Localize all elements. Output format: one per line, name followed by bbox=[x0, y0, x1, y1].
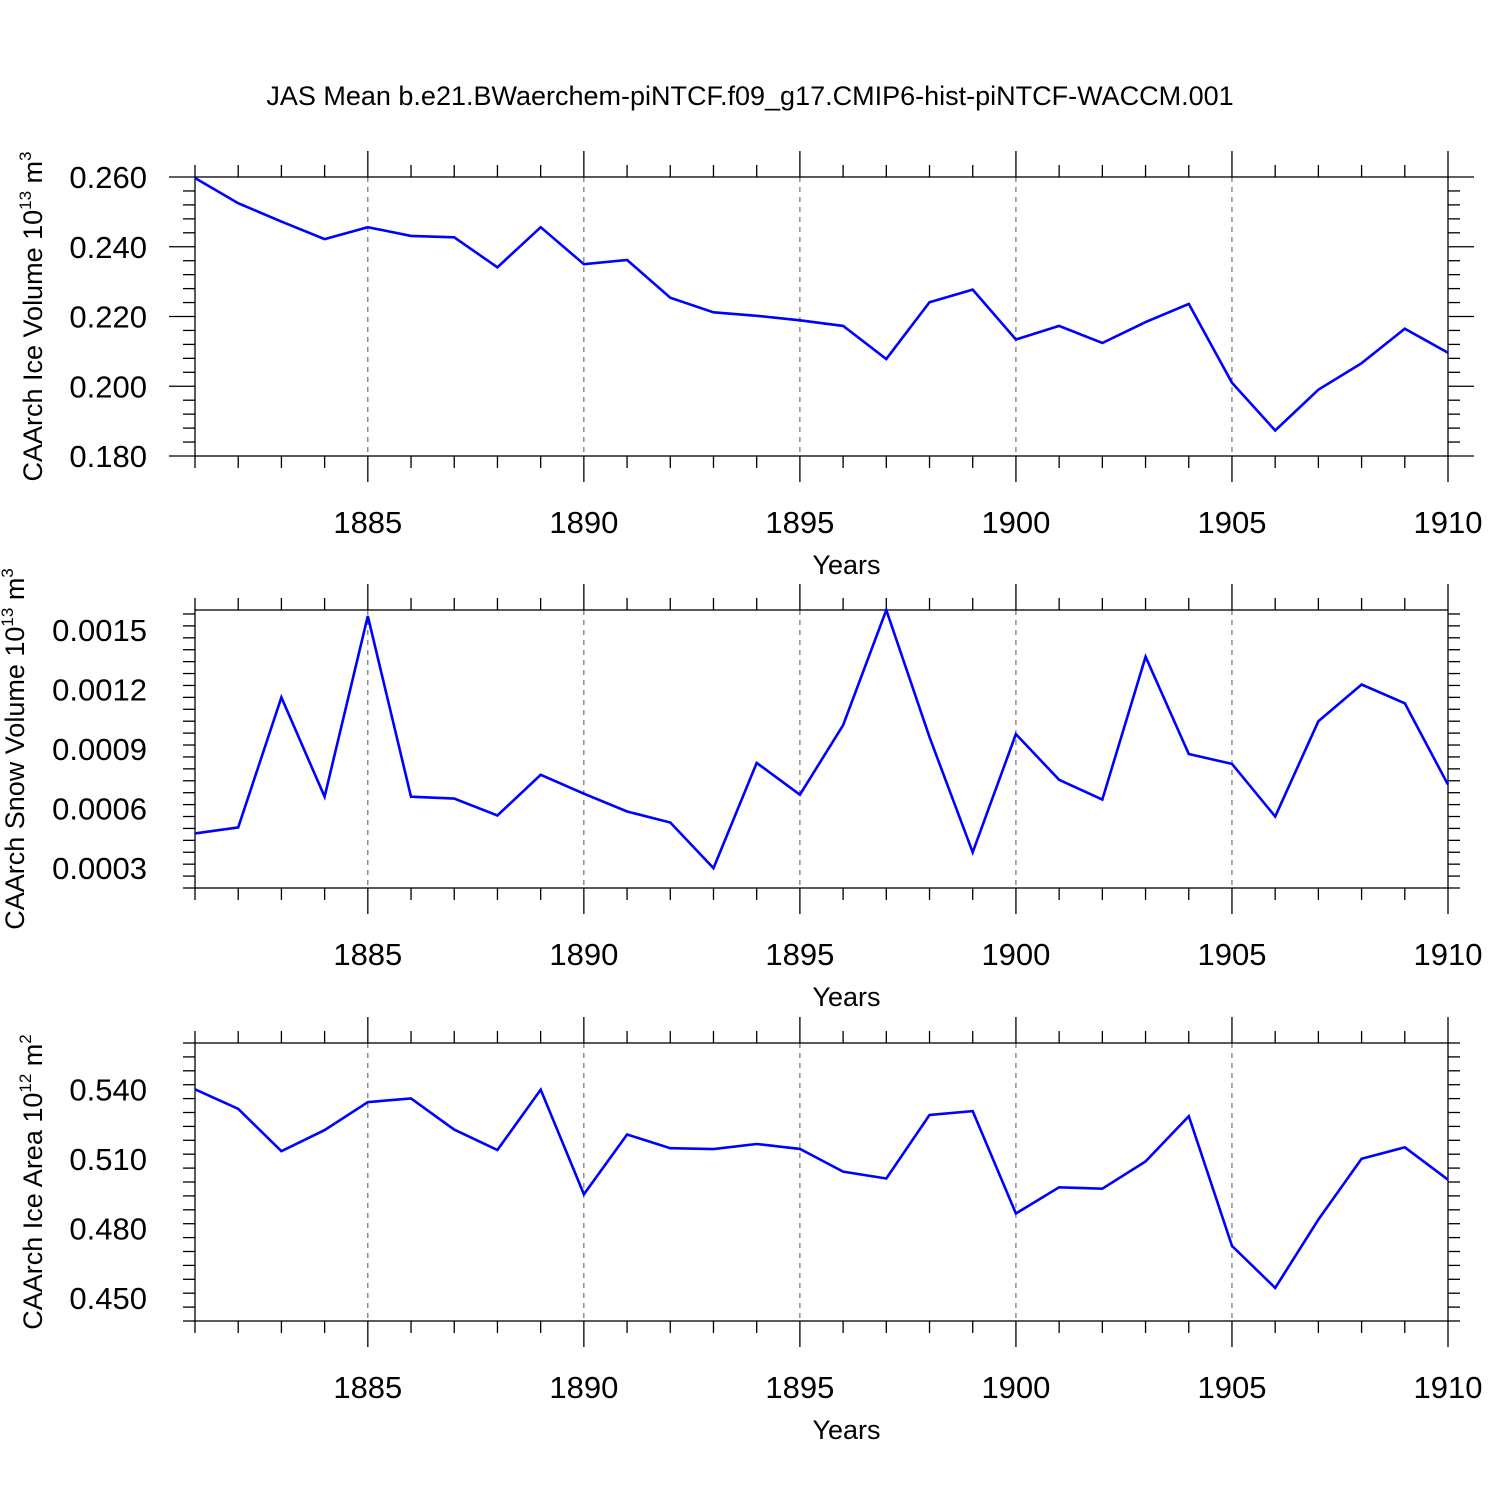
plot-frame bbox=[194, 609, 1449, 889]
x-tick-label: 1890 bbox=[549, 937, 618, 972]
y-tick-label: 0.200 bbox=[69, 369, 147, 404]
y-tick-label: 0.220 bbox=[69, 300, 147, 335]
plot-frame bbox=[194, 1042, 1449, 1322]
y-tick-label: 0.0006 bbox=[52, 792, 147, 827]
x-tick-label: 1905 bbox=[1197, 505, 1266, 540]
y-axis-label: CAArch Ice Volume 1013 m3 bbox=[16, 151, 48, 481]
panel-1: 1885 1890 1895 1900 1905 1910 Years 0.180 0.200 0… bbox=[16, 151, 1482, 580]
panels: 1885 1890 1895 1900 1905 1910 Years 0.180 0.200 0… bbox=[0, 151, 1482, 1445]
y-tick-label: 0.180 bbox=[69, 439, 147, 474]
y-tick-label: 0.260 bbox=[69, 160, 147, 195]
y-tick-label: 0.0015 bbox=[52, 613, 147, 648]
x-tick-label: 1910 bbox=[1414, 1370, 1483, 1405]
x-tick-label: 1885 bbox=[333, 505, 402, 540]
x-tick-label: 1905 bbox=[1197, 937, 1266, 972]
x-tick-label: 1900 bbox=[981, 505, 1050, 540]
panel-3: 1885 1890 1895 1900 1905 1910 Years 0.450 0.480 0… bbox=[16, 1017, 1482, 1445]
y-tick-label: 0.0009 bbox=[52, 732, 147, 767]
series-line bbox=[194, 606, 1450, 871]
x-tick-label: 1885 bbox=[333, 937, 402, 972]
x-tick-label: 1895 bbox=[765, 1370, 834, 1405]
x-tick-label: 1885 bbox=[333, 1370, 402, 1405]
x-axis-label: Years bbox=[812, 1415, 880, 1445]
y-tick-label: 0.450 bbox=[69, 1281, 147, 1316]
x-tick-label: 1910 bbox=[1414, 505, 1483, 540]
x-tick-label: 1895 bbox=[765, 937, 834, 972]
x-tick-label: 1900 bbox=[981, 937, 1050, 972]
y-tick-label: 0.0012 bbox=[52, 672, 147, 707]
x-tick-label: 1905 bbox=[1197, 1370, 1266, 1405]
chart-title: JAS Mean b.e21.BWaerchem-piNTCF.f09_g17.… bbox=[266, 81, 1233, 111]
x-tick-label: 1890 bbox=[549, 505, 618, 540]
y-axis-label: CAArch Ice Area 1012 m2 bbox=[16, 1034, 48, 1330]
series-line bbox=[194, 1086, 1449, 1290]
panel-2: 1885 1890 1895 1900 1905 1910 Years 0.0003 0.000… bbox=[0, 568, 1482, 1012]
y-tick-label: 0.510 bbox=[69, 1142, 147, 1177]
y-tick-label: 0.240 bbox=[69, 230, 147, 265]
x-tick-label: 1890 bbox=[549, 1370, 618, 1405]
x-axis-label: Years bbox=[812, 982, 880, 1012]
y-tick-label: 0.480 bbox=[69, 1211, 147, 1246]
x-tick-label: 1910 bbox=[1414, 937, 1483, 972]
x-tick-label: 1900 bbox=[981, 1370, 1050, 1405]
y-tick-label: 0.540 bbox=[69, 1072, 147, 1107]
x-tick-label: 1895 bbox=[765, 505, 834, 540]
x-axis-label: Years bbox=[812, 550, 880, 580]
y-axis-label: CAArch Snow Volume 1013 m3 bbox=[0, 568, 30, 930]
y-tick-label: 0.0003 bbox=[52, 851, 147, 886]
series-line bbox=[194, 176, 1449, 433]
